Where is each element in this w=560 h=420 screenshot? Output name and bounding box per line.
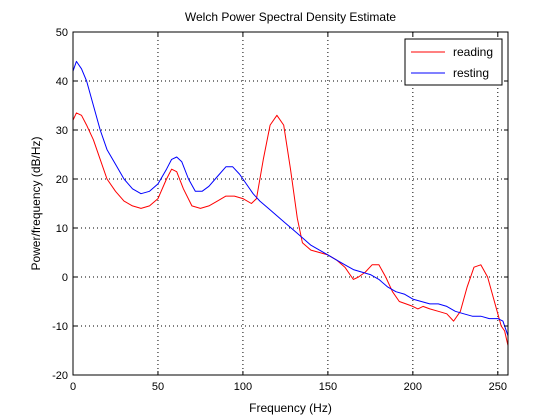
y-tick-label-2: 0 (62, 272, 68, 284)
x-tick-label-4: 200 (404, 381, 422, 393)
x-tick-label-3: 150 (319, 381, 337, 393)
y-tick-label-7: 50 (56, 27, 68, 39)
y-axis-label: Power/frequency (dB/Hz) (29, 136, 43, 270)
x-tick-label-2: 100 (234, 381, 252, 393)
y-tick-label-0: -20 (52, 370, 68, 382)
chart-title: Welch Power Spectral Density Estimate (185, 10, 397, 24)
x-tick-label-5: 250 (489, 381, 507, 393)
y-tick-label-3: 10 (56, 223, 68, 235)
legend-label-resting: resting (453, 66, 489, 80)
x-tick-label-0: 0 (70, 381, 76, 393)
y-tick-label-1: -10 (52, 321, 68, 333)
x-tick-label-1: 50 (152, 381, 164, 393)
y-tick-label-5: 30 (56, 125, 68, 137)
legend: reading resting (405, 39, 502, 85)
y-tick-label-4: 20 (56, 174, 68, 186)
y-tick-label-6: 40 (56, 76, 68, 88)
legend-label-reading: reading (453, 45, 493, 59)
x-axis-label: Frequency (Hz) (249, 401, 332, 415)
